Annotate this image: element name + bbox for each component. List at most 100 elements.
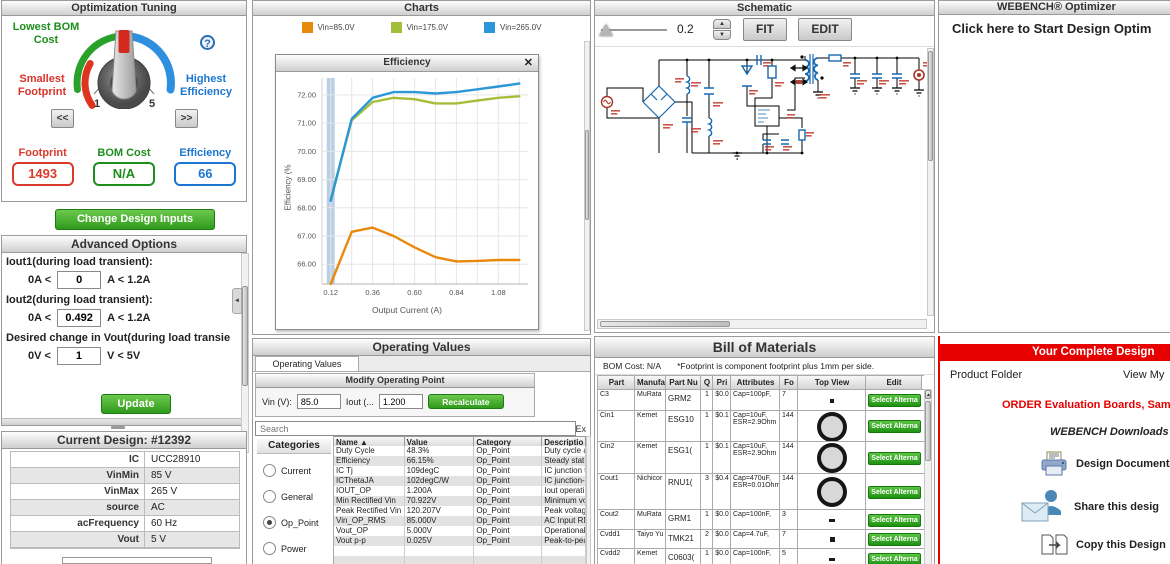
zoom-step-down[interactable]: ▼ [713, 30, 731, 40]
operating-value-row[interactable]: Vout_OP 5.000V Op_Point Operational [334, 526, 586, 536]
advanced-field-row: 0V < V < 5V [6, 344, 246, 368]
zoom-slider-handle[interactable] [599, 24, 613, 36]
op-cell: Efficiency [334, 456, 405, 466]
current-design-panel: Current Design: #12392 IC UCC28910 VinMin 8… [1, 431, 247, 564]
bom-column-manufa[interactable]: Manufa [635, 376, 666, 389]
tab-operating-values[interactable]: Operating Values [255, 356, 359, 371]
operating-value-row[interactable]: Vout p-p 0.025V Op_Point Peak-to-pea [334, 536, 586, 546]
operating-value-row[interactable]: Efficiency 66.15% Op_Point Steady stat [334, 456, 586, 466]
design-param-row: source AC [11, 500, 239, 516]
left-column-scrollbar[interactable] [241, 253, 249, 453]
operating-table-scrollbar[interactable] [586, 436, 591, 564]
bom-scrollbar[interactable]: ▲ [924, 389, 932, 564]
iout-input[interactable] [378, 394, 423, 409]
bom-top-view [798, 411, 866, 441]
column-header-descriptio[interactable]: Descriptio [542, 436, 586, 446]
bom-cell: Cvdd2 [598, 549, 635, 564]
advanced-field-input[interactable] [56, 347, 101, 365]
select-alternate-button[interactable]: Select Alterna [868, 552, 921, 564]
bom-cell: 2 [701, 530, 713, 548]
legend-item[interactable]: Vin=265.0V [484, 22, 541, 33]
edit-button[interactable]: EDIT [798, 18, 852, 41]
schematic-hscrollbar[interactable] [597, 319, 927, 329]
schematic-vscrollbar[interactable] [927, 48, 934, 316]
bom-column-q[interactable]: Q [701, 376, 713, 389]
change-design-inputs-button[interactable]: Change Design Inputs [55, 209, 215, 230]
select-alternate-button[interactable]: Select Alterna [868, 533, 921, 546]
schematic-hscroll-thumb[interactable] [600, 321, 730, 327]
share-design-link[interactable]: Share this desig [1074, 501, 1159, 513]
select-alternate-button[interactable]: Select Alterna [868, 420, 921, 433]
vin-input[interactable] [296, 394, 341, 409]
help-icon[interactable]: ? [200, 35, 215, 50]
legend-item[interactable]: Vin=175.0V [390, 22, 448, 33]
bom-column-part-nu[interactable]: Part Nu [666, 376, 701, 389]
column-header-value[interactable]: Value [404, 436, 475, 446]
operating-value-row[interactable]: ICThetaJA 102degC/W Op_Point IC junction- [334, 476, 586, 486]
tune-previous-button[interactable]: << [51, 109, 74, 128]
fit-button[interactable]: FIT [743, 18, 787, 41]
bom-column-pri[interactable]: Pri [713, 376, 731, 389]
panel-resize-handle[interactable] [111, 426, 125, 429]
metric-value: 1493 [11, 162, 74, 186]
update-button[interactable]: Update [101, 394, 171, 414]
tuning-knob[interactable]: 1 5 [2, 17, 246, 110]
legend-item[interactable]: Vin=85.0V [301, 22, 355, 33]
order-eval-boards-link[interactable]: ORDER Evaluation Boards, Sam [1002, 399, 1170, 411]
range-min-label: 0V < [28, 350, 51, 362]
collapse-panel-arrow[interactable]: ◄ [232, 288, 242, 314]
tune-next-button[interactable]: >> [175, 109, 198, 128]
bom-scroll-thumb[interactable] [925, 401, 931, 461]
knob-min-label: 1 [94, 98, 100, 109]
bom-column-attributes[interactable]: Attributes [731, 376, 780, 389]
select-alternate-button[interactable]: Select Alterna [868, 451, 921, 465]
product-folder-link[interactable]: Product Folder [950, 369, 1023, 381]
operating-value-row[interactable]: IOUT_OP 1.200A Op_Point Iout operati [334, 486, 586, 496]
close-icon[interactable]: ✕ [523, 57, 533, 69]
operating-value-row[interactable]: Duty Cycle 48.3% Op_Point Duty cycle a [334, 446, 586, 456]
advanced-field-input[interactable] [57, 271, 102, 289]
category-radio-op_point[interactable]: Op_Point [263, 516, 331, 529]
category-radio-general[interactable]: General [263, 490, 331, 503]
bom-cell: $0.0 [713, 510, 731, 529]
bom-column-part[interactable]: Part [598, 376, 635, 389]
view-my-link[interactable]: View My [1123, 369, 1165, 381]
category-radio-current[interactable]: Current [263, 464, 331, 477]
op-cell: IC junction t [544, 466, 586, 476]
operating-value-row[interactable]: Min Rectified Vin 70.922V Op_Point Minimum … [334, 496, 586, 506]
schematic-canvas[interactable] [597, 48, 927, 316]
category-radio-power[interactable]: Power [263, 542, 331, 555]
op-cell: 120.207V [405, 506, 475, 516]
schematic-vscroll-thumb[interactable] [928, 51, 933, 161]
bom-column-edit[interactable]: Edit [866, 376, 922, 389]
chart-y-axis-label: Efficiency (% [283, 164, 293, 211]
search-input[interactable] [255, 421, 576, 436]
column-header-category[interactable]: Category [474, 436, 543, 446]
operating-value-row[interactable]: Vin_OP_RMS 85.000V Op_Point AC Input RM [334, 516, 586, 526]
design-param-row: VinMax 265 V [11, 484, 239, 500]
recalculate-button[interactable]: Recalculate [427, 394, 504, 409]
charts-scrollbar-thumb[interactable] [585, 130, 589, 220]
operating-value-row[interactable]: IC Tj 109degC Op_Point IC junction t [334, 466, 586, 476]
bom-column-fo[interactable]: Fo [780, 376, 798, 389]
bom-scroll-up[interactable]: ▲ [925, 390, 931, 399]
design-documentation-link[interactable]: Design Documentat [1076, 458, 1170, 470]
copy-design-link[interactable]: Copy this Design [1076, 539, 1166, 551]
bom-top-view [798, 474, 866, 509]
advanced-field-input[interactable] [57, 309, 102, 327]
export-link[interactable]: Ex [575, 424, 586, 434]
select-alternate-button[interactable]: Select Alterna [868, 394, 921, 407]
column-header-name[interactable]: Name ▲ [334, 436, 405, 446]
op-cell: 102degC/W [405, 476, 475, 486]
select-alternate-button[interactable]: Select Alterna [868, 513, 921, 527]
chart-window-titlebar: Efficiency ✕ [276, 55, 538, 72]
select-alternate-button[interactable]: Select Alterna [868, 485, 921, 499]
operating-value-row[interactable]: Peak Rectified Vin 120.207V Op_Point Peak v… [334, 506, 586, 516]
zoom-step-up[interactable]: ▲ [713, 19, 731, 29]
charts-scrollbar[interactable] [584, 41, 590, 331]
left-scrollbar-thumb[interactable] [242, 286, 248, 386]
op-cell: Vout p-p [334, 536, 405, 546]
bom-column-top-view[interactable]: Top View [798, 376, 866, 389]
start-optimizer-link[interactable]: Click here to Start Design Optim [952, 21, 1152, 36]
webench-downloads-link[interactable]: WEBENCH Downloads [1050, 426, 1169, 438]
